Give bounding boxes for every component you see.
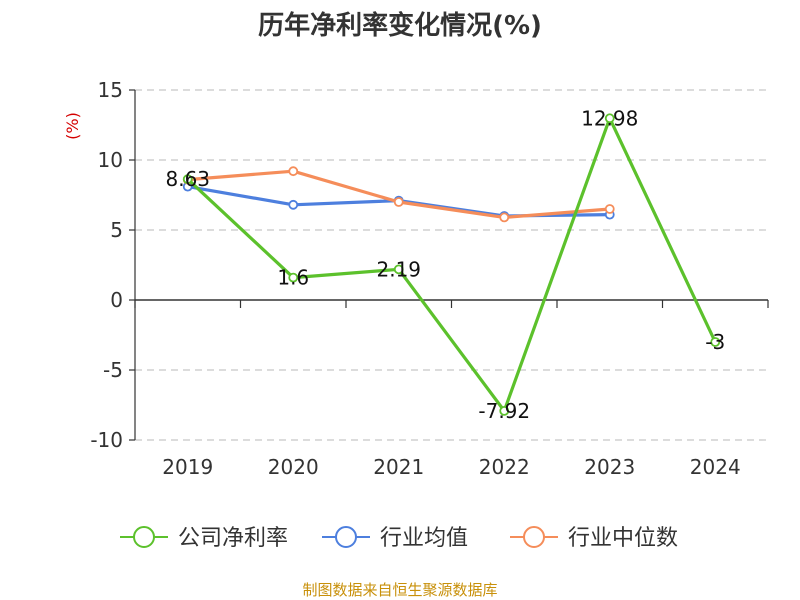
grid-lines [135, 89, 768, 441]
data-point [499, 405, 510, 416]
data-label: 8.63 [165, 167, 210, 191]
legend-marker [335, 526, 357, 548]
series-lines [182, 113, 721, 416]
data-point [499, 212, 510, 223]
x-tick-label: 2019 [162, 455, 213, 479]
data-point [604, 113, 615, 124]
x-tick-label: 2022 [479, 455, 530, 479]
data-point [182, 174, 193, 185]
y-tick-label: -5 [103, 358, 123, 382]
y-axis-unit-label: (%) [63, 112, 82, 140]
x-tick-label: 2024 [690, 455, 741, 479]
series-line [186, 116, 717, 413]
data-label: 1.6 [277, 266, 309, 290]
data-label: -7.92 [478, 399, 530, 423]
data-point [288, 272, 299, 283]
data-label: 2.19 [376, 257, 421, 281]
data-labels: 8.63 1.6 2.19 -7.92 12.98 -3 [165, 106, 725, 423]
axes: 15 10 5 0 -5 -10 2019 2020 2021 2022 2023 2024 [90, 78, 769, 479]
data-point [710, 337, 721, 347]
data-label: 12.98 [581, 106, 638, 130]
y-tick-label: 5 [110, 218, 123, 242]
legend-marker [133, 526, 155, 548]
x-tick-label: 2023 [584, 455, 635, 479]
y-tick-label: 10 [98, 148, 123, 172]
data-point [288, 199, 299, 210]
x-tick-label: 2020 [268, 455, 319, 479]
legend: 公司净利率 行业均值 行业中位数 [120, 526, 678, 551]
source-note: 制图数据来自恒生聚源数据库 [302, 581, 497, 599]
y-tick-label: 15 [98, 78, 123, 102]
y-tick-label: -10 [90, 428, 123, 452]
data-point [288, 166, 299, 177]
chart-title: 历年净利率变化情况(%) [258, 10, 542, 41]
data-point [393, 264, 404, 275]
data-point [604, 204, 615, 214]
data-label: -3 [705, 330, 725, 354]
legend-label: 公司净利率 [178, 526, 288, 551]
series-line [187, 169, 610, 219]
y-tick-label: 0 [110, 288, 123, 312]
legend-label: 行业均值 [380, 526, 468, 551]
data-point [393, 197, 404, 207]
legend-label: 行业中位数 [568, 526, 678, 551]
x-tick-label: 2021 [373, 455, 424, 479]
legend-marker [523, 526, 545, 548]
